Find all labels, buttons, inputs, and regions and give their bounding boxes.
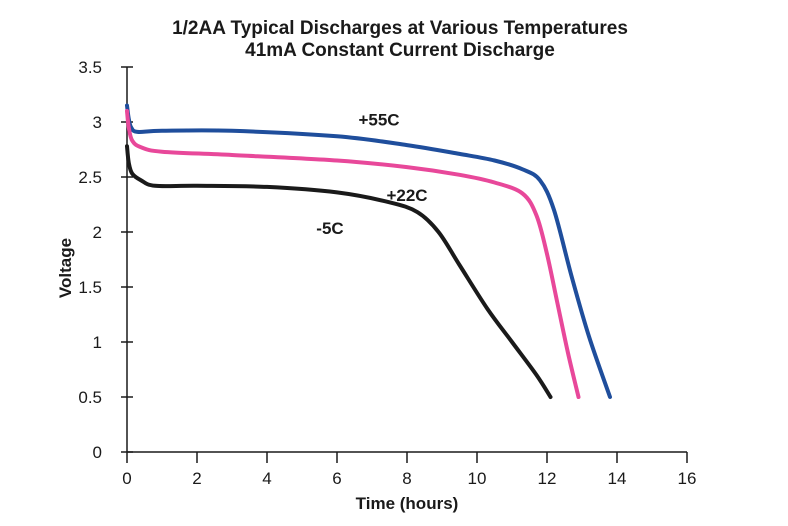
- y-axis-ticks: 0 0.5 1 1.5 2 2.5 3 3.5: [78, 58, 133, 462]
- series-line-plus22c: [125, 109, 581, 399]
- x-tick-label: 4: [262, 469, 271, 488]
- y-tick-label: 2: [93, 223, 102, 242]
- x-tick-label: 12: [538, 469, 557, 488]
- series-label-plus22c: +22C: [386, 186, 427, 205]
- y-tick-label: 0.5: [78, 388, 102, 407]
- y-tick-label: 3: [93, 113, 102, 132]
- y-tick-label: 0: [93, 443, 102, 462]
- x-axis-label: Time (hours): [356, 494, 459, 513]
- series-label-plus55c: +55C: [358, 110, 399, 129]
- series-annotations: +55C +22C -5C: [316, 110, 427, 238]
- y-tick-label: 1: [93, 333, 102, 352]
- x-tick-label: 14: [608, 469, 627, 488]
- series-line-plus55c: [125, 103, 612, 399]
- x-axis-ticks: 0 2 4 6 8 10 12 14 16: [122, 452, 696, 488]
- y-axis-label: Voltage: [56, 238, 75, 298]
- x-tick-label: 0: [122, 469, 131, 488]
- series-line-minus5c: [125, 144, 553, 399]
- x-tick-label: 2: [192, 469, 201, 488]
- y-tick-label: 3.5: [78, 58, 102, 77]
- y-tick-label: 1.5: [78, 278, 102, 297]
- x-tick-label: 6: [332, 469, 341, 488]
- series-lines: [125, 103, 612, 399]
- chart-subtitle: 41mA Constant Current Discharge: [245, 40, 555, 61]
- x-tick-label: 8: [402, 469, 411, 488]
- x-tick-label: 10: [468, 469, 487, 488]
- y-tick-label: 2.5: [78, 168, 102, 187]
- chart-title: 1/2AA Typical Discharges at Various Temp…: [172, 18, 628, 39]
- x-tick-label: 16: [678, 469, 697, 488]
- series-label-minus5c: -5C: [316, 219, 343, 238]
